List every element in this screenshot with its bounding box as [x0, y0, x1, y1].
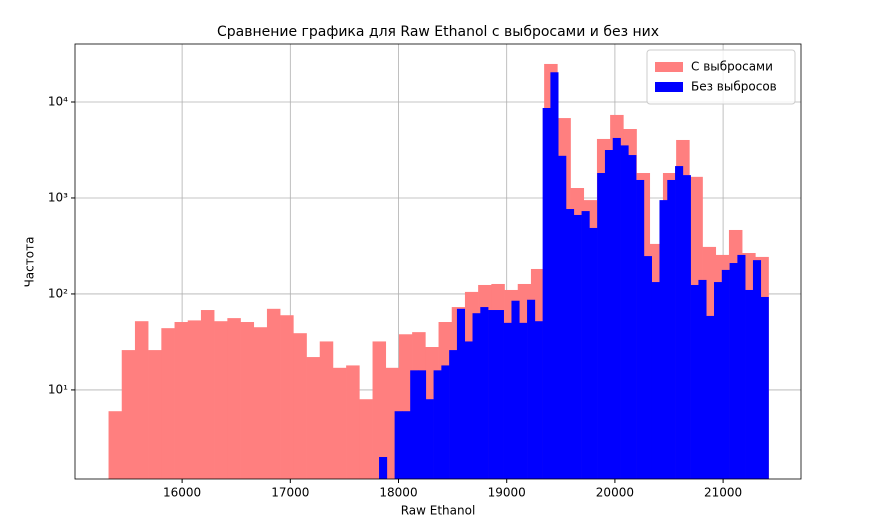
bar: [121, 350, 136, 479]
bar: [745, 289, 754, 479]
legend-label: С выбросами: [691, 60, 773, 74]
y-tick-label: 10²: [48, 286, 68, 300]
bar: [410, 370, 419, 479]
bar: [573, 214, 582, 479]
bar: [464, 341, 473, 479]
bar: [752, 260, 762, 479]
bar: [558, 155, 567, 479]
bar: [612, 137, 621, 480]
bar: [359, 399, 373, 479]
legend-label: Без выбросов: [691, 80, 777, 94]
bar: [441, 365, 450, 479]
legend-swatch: [655, 82, 683, 92]
bar: [280, 315, 294, 479]
bar: [628, 155, 637, 480]
bar: [417, 370, 427, 479]
bar: [187, 320, 202, 479]
bar: [589, 227, 598, 479]
bar: [266, 308, 281, 479]
x-tick-label: 19000: [488, 486, 526, 500]
bar: [667, 179, 676, 479]
bar: [729, 263, 738, 479]
bar: [472, 313, 481, 479]
bar: [332, 367, 347, 479]
bar: [527, 299, 536, 479]
x-tick-label: 16000: [163, 486, 201, 500]
x-tick-label: 20000: [596, 486, 634, 500]
bar: [488, 310, 497, 479]
bar: [690, 284, 699, 479]
bar: [698, 279, 707, 479]
y-tick-label: 10¹: [48, 382, 68, 396]
chart-title: Сравнение графика для Raw Ethanol с выбр…: [217, 24, 659, 40]
bar: [721, 269, 730, 479]
y-tick-label: 10⁴: [48, 94, 68, 108]
x-tick-label: 17000: [271, 486, 309, 500]
bar: [394, 411, 403, 479]
bar: [682, 175, 691, 479]
bar: [425, 399, 434, 479]
bar: [737, 254, 746, 479]
bar: [306, 357, 321, 479]
bar: [108, 411, 123, 479]
bar: [542, 107, 551, 480]
bar: [636, 179, 645, 479]
bar: [503, 322, 512, 479]
bar: [200, 310, 215, 479]
bar: [379, 457, 388, 479]
legend-swatch: [655, 62, 683, 72]
bar: [675, 166, 684, 479]
y-axis-label: Частота: [23, 237, 37, 288]
bar: [581, 211, 590, 479]
bar: [214, 321, 228, 479]
bar: [534, 321, 543, 479]
bar: [240, 322, 255, 479]
bar: [643, 256, 652, 479]
bar: [293, 333, 307, 479]
bar: [519, 322, 528, 479]
x-axis-label: Raw Ethanol: [401, 504, 476, 518]
bar: [651, 282, 660, 479]
x-tick-label: 21000: [704, 486, 742, 500]
bar: [346, 365, 360, 479]
bar: [227, 318, 241, 479]
x-tick-label: 18000: [379, 486, 417, 500]
bar: [511, 300, 520, 479]
bar: [495, 310, 504, 479]
bar: [565, 209, 575, 479]
bar: [604, 150, 614, 480]
bar: [706, 315, 715, 479]
bar: [597, 173, 606, 480]
bar: [148, 350, 162, 479]
bar: [433, 370, 442, 479]
bar: [456, 308, 466, 479]
bar: [449, 350, 458, 479]
bar: [253, 327, 268, 479]
bar: [161, 328, 175, 479]
legend-box: [646, 49, 796, 105]
bar: [134, 321, 149, 479]
bar: [319, 341, 334, 479]
bar: [550, 72, 559, 479]
bar: [372, 341, 387, 479]
bar: [659, 200, 668, 479]
bar: [620, 145, 629, 480]
bar: [760, 296, 769, 479]
axes-frame: [74, 43, 802, 480]
bar: [480, 307, 489, 479]
y-tick-label: 10³: [48, 190, 68, 204]
bar: [174, 322, 189, 479]
bar: [714, 282, 723, 479]
bar: [402, 411, 411, 479]
